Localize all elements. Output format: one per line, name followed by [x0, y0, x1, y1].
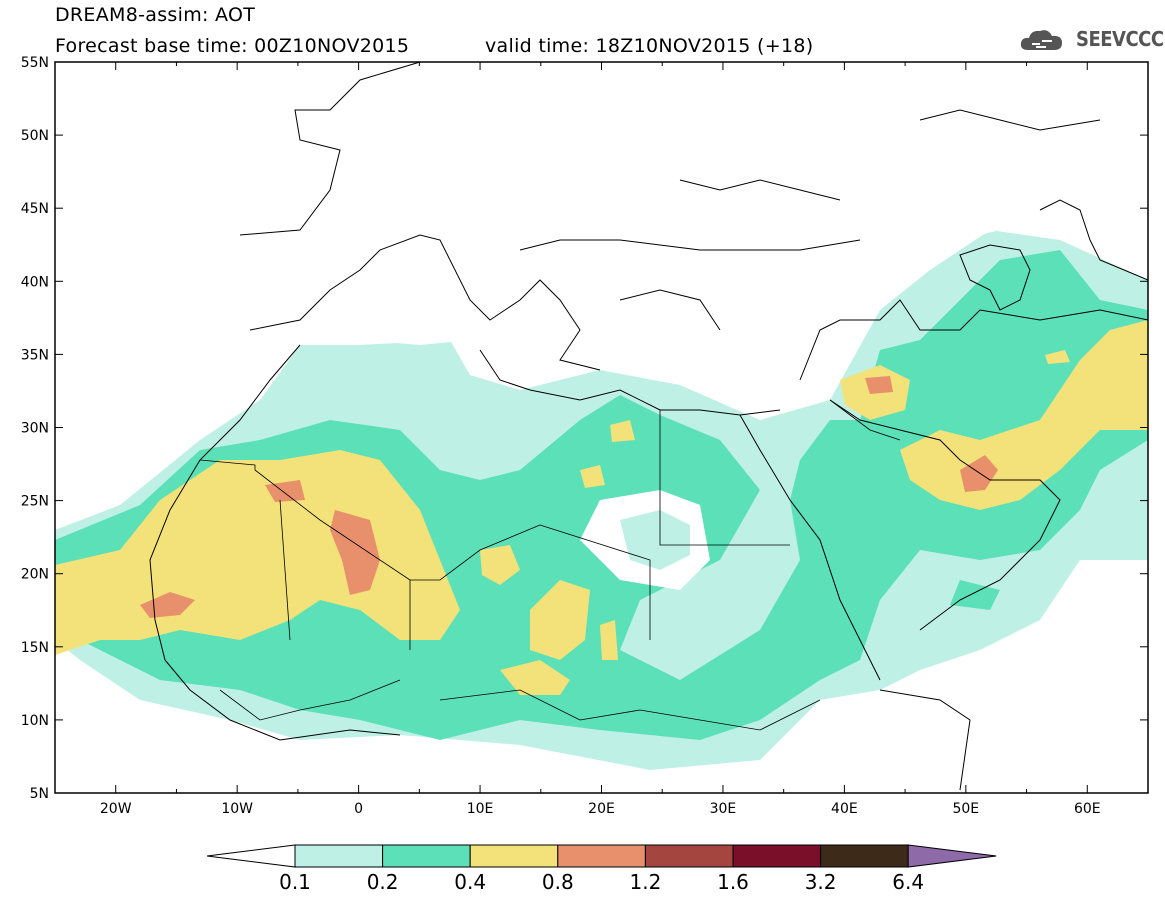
aot-legend: 0.1 0.2 0.4 0.8 1.2 1.6 3.2 6.4: [206, 844, 997, 894]
lat-label: 45N: [21, 201, 49, 217]
lat-label: 5N: [30, 786, 49, 802]
legend-swatch: [469, 844, 559, 868]
coastlines: [149, 62, 1148, 791]
legend-level-label: 1.2: [629, 870, 661, 894]
valid-time: valid time: 18Z10NOV2015 (+18): [485, 35, 814, 57]
lat-label: 55N: [21, 55, 49, 71]
legend-swatch: [557, 844, 646, 868]
borders: [199, 399, 901, 731]
legend-level-label: 0.1: [279, 870, 311, 894]
legend-swatch: [644, 844, 734, 868]
lon-label: 0: [354, 801, 363, 817]
legend-level-label: 3.2: [805, 870, 837, 894]
legend-swatch: [382, 844, 471, 868]
lat-label: 10N: [21, 713, 49, 729]
lat-label: 40N: [21, 274, 49, 290]
legend-swatch: [294, 844, 384, 868]
lon-label: 20E: [588, 801, 615, 817]
lat-label: 15N: [21, 640, 49, 656]
longitude-axis: 20W 10W 0 10E 20E 30E 40E 50E 60E: [54, 62, 1149, 817]
logo-text: SEEVCCC: [1076, 27, 1164, 51]
lon-label: 30E: [710, 801, 737, 817]
lon-label: 40E: [831, 801, 858, 817]
cloud-icon: [1020, 30, 1062, 50]
lat-label: 35N: [21, 347, 49, 363]
latitude-axis: 55N 50N 45N 40N 35N 30N 25N 20N 15N 10N 5N: [21, 55, 1148, 802]
aot-field-0.8: [140, 376, 998, 618]
lat-label: 20N: [21, 567, 49, 583]
legend-level-label: 0.8: [542, 870, 574, 894]
legend-level-label: 0.4: [454, 870, 486, 894]
legend-level-label: 0.2: [367, 870, 399, 894]
lon-label: 60E: [1074, 801, 1101, 817]
legend-level-label: 6.4: [892, 870, 924, 894]
lat-label: 25N: [21, 494, 49, 510]
legend-swatch: [820, 844, 909, 868]
legend-swatch: [732, 844, 822, 868]
lon-label: 10E: [467, 801, 494, 817]
forecast-base-time: Forecast base time: 00Z10NOV2015: [55, 35, 410, 57]
map-title: DREAM8-assim: AOT: [55, 4, 256, 26]
lon-label: 10W: [221, 801, 253, 817]
lat-label: 50N: [21, 128, 49, 144]
lon-label: 20W: [100, 801, 132, 817]
legend-under-arrow: [206, 844, 296, 868]
lat-label: 30N: [21, 421, 49, 437]
lon-label: 50E: [952, 801, 979, 817]
legend-level-label: 1.6: [717, 870, 749, 894]
legend-over-arrow: [907, 844, 997, 868]
